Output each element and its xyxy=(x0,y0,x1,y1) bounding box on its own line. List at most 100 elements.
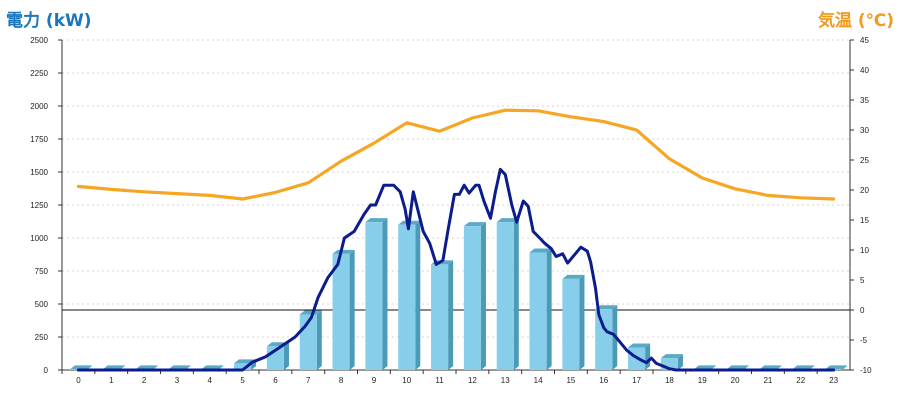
bar-top xyxy=(135,365,158,370)
bar-top xyxy=(825,365,848,370)
right-tick-label: 35 xyxy=(860,96,869,105)
bar-top xyxy=(69,365,92,370)
axes xyxy=(58,39,854,374)
bar xyxy=(660,358,678,370)
x-tick-label: 0 xyxy=(76,376,81,385)
bar-top xyxy=(529,248,552,253)
x-tick-label: 8 xyxy=(339,376,344,385)
bar-top xyxy=(168,365,191,370)
x-tick-label: 10 xyxy=(402,376,411,385)
bar-side xyxy=(349,249,355,370)
left-tick-label: 1750 xyxy=(30,135,48,144)
bar-top xyxy=(102,365,125,370)
bar-top xyxy=(628,343,651,348)
x-tick-label: 13 xyxy=(501,376,510,385)
bar xyxy=(431,264,449,370)
bar-top xyxy=(332,249,355,254)
left-tick-label: 2000 xyxy=(30,102,48,111)
x-tick-label: 1 xyxy=(109,376,114,385)
power-bars xyxy=(69,218,848,370)
x-tick-label: 23 xyxy=(829,376,838,385)
right-tick-label: 25 xyxy=(860,156,869,165)
left-tick-label: 1250 xyxy=(30,201,48,210)
bar xyxy=(595,309,613,370)
x-tick-label: 3 xyxy=(175,376,180,385)
x-tick-label: 21 xyxy=(763,376,772,385)
x-tick-label: 20 xyxy=(731,376,740,385)
left-tick-label: 0 xyxy=(44,366,49,375)
bar-side xyxy=(546,248,552,370)
x-tick-label: 9 xyxy=(372,376,377,385)
right-tick-label: 5 xyxy=(860,276,865,285)
bar-side xyxy=(677,354,683,370)
bar xyxy=(496,222,514,370)
left-tick-label: 750 xyxy=(35,267,49,276)
bar-side xyxy=(480,222,486,370)
x-tick-label: 15 xyxy=(566,376,575,385)
bar-side xyxy=(842,365,848,370)
x-tick-label: 11 xyxy=(435,376,444,385)
bar-top xyxy=(365,218,388,223)
right-tick-label: 40 xyxy=(860,66,869,75)
right-tick-label: 10 xyxy=(860,246,869,255)
bar xyxy=(234,363,252,370)
right-tick-label: 15 xyxy=(860,216,869,225)
bar xyxy=(332,253,350,370)
bar-top xyxy=(463,222,486,227)
right-tick-label: 20 xyxy=(860,186,869,195)
bar-side xyxy=(645,343,651,370)
x-tick-label: 17 xyxy=(632,376,641,385)
bar xyxy=(398,224,416,370)
bar-top xyxy=(595,305,618,310)
bar-side xyxy=(415,220,421,370)
bar xyxy=(562,278,580,370)
bar-side xyxy=(579,274,585,370)
x-tick-label: 2 xyxy=(142,376,147,385)
left-tick-label: 1500 xyxy=(30,168,48,177)
x-tick-label: 7 xyxy=(306,376,311,385)
right-tick-label: -5 xyxy=(860,336,868,345)
bar xyxy=(365,222,383,370)
bar-top xyxy=(693,365,716,370)
x-tick-label: 5 xyxy=(240,376,245,385)
bar-top xyxy=(496,218,519,223)
bar-top xyxy=(660,354,683,359)
right-tick-label: -10 xyxy=(860,366,872,375)
power-line xyxy=(76,167,836,372)
bar-side xyxy=(316,310,322,370)
left-tick-label: 500 xyxy=(35,300,49,309)
right-tick-label: 45 xyxy=(860,36,869,45)
grid-lines xyxy=(62,39,850,338)
bar-side xyxy=(382,218,388,370)
left-axis-title: 電力 (kW) xyxy=(6,11,92,31)
right-tick-label: 30 xyxy=(860,126,869,135)
bar-top xyxy=(759,365,782,370)
x-tick-label: 22 xyxy=(796,376,805,385)
x-tick-label: 12 xyxy=(468,376,477,385)
bar-side xyxy=(513,218,519,370)
x-tick-label: 19 xyxy=(698,376,707,385)
bar xyxy=(529,252,547,370)
x-tick-label: 16 xyxy=(599,376,608,385)
x-tick-label: 18 xyxy=(665,376,674,385)
bar-side xyxy=(283,342,289,370)
left-tick-label: 2250 xyxy=(30,69,48,78)
x-tick-label: 14 xyxy=(534,376,543,385)
lines xyxy=(76,108,836,372)
left-tick-label: 1000 xyxy=(30,234,48,243)
right-axis-title: 気温 (℃) xyxy=(817,11,894,31)
left-tick-label: 2500 xyxy=(30,36,48,45)
right-tick-label: 0 xyxy=(860,306,865,315)
bar-side xyxy=(448,260,454,370)
bar-top xyxy=(562,274,585,279)
left-tick-label: 250 xyxy=(35,333,49,342)
bar-top xyxy=(201,365,224,370)
x-tick-label: 4 xyxy=(208,376,213,385)
x-tick-label: 6 xyxy=(273,376,278,385)
temperature-line xyxy=(76,108,836,201)
bar-top xyxy=(792,365,815,370)
bar-top xyxy=(726,365,749,370)
tick-labels: 02505007501000125015001750200022502500-1… xyxy=(30,36,872,385)
bar xyxy=(463,226,481,370)
